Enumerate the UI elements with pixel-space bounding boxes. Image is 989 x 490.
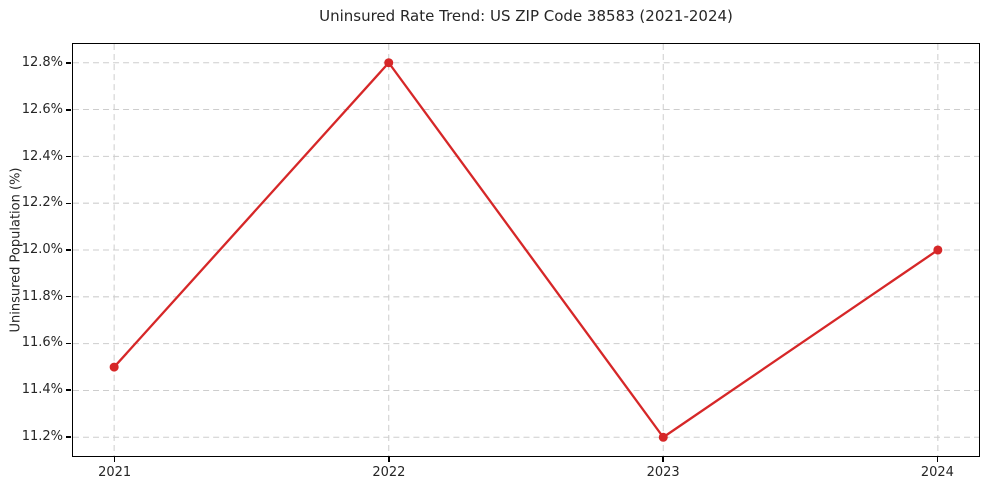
line-chart-svg [73, 44, 979, 456]
x-tick-mark [936, 457, 939, 462]
plot-area [72, 43, 980, 457]
data-point-marker [658, 432, 668, 442]
x-tick-label: 2024 [920, 465, 954, 480]
y-tick-mark [66, 342, 71, 345]
y-tick-mark [66, 436, 71, 438]
y-tick-mark [66, 295, 71, 298]
y-tick-label: 12.2% [21, 195, 63, 211]
y-tick-mark [66, 202, 71, 205]
x-tick-mark [662, 457, 664, 462]
data-point-marker [933, 245, 943, 255]
y-tick-mark [66, 155, 71, 158]
y-tick-label: 11.8% [21, 288, 63, 304]
trend-line [112, 61, 940, 439]
y-tick-label: 11.2% [21, 428, 63, 444]
y-tick-label: 12.8% [21, 55, 63, 71]
chart-title: Uninsured Rate Trend: US ZIP Code 38583 … [319, 7, 733, 25]
x-tick-label: 2021 [98, 465, 132, 480]
y-tick-mark [66, 389, 71, 391]
x-tick-label: 2022 [372, 465, 406, 480]
y-tick-label: 12.6% [21, 101, 63, 117]
x-tick-label: 2023 [646, 465, 680, 480]
y-tick-label: 12.4% [21, 148, 63, 164]
y-tick-label: 11.6% [21, 335, 63, 351]
data-point-marker [384, 58, 394, 68]
x-tick-mark [388, 457, 390, 462]
y-tick-mark [66, 249, 71, 251]
data-point-marker [109, 362, 119, 372]
y-tick-mark [66, 109, 71, 111]
y-tick-label: 12.0% [21, 242, 63, 257]
y-tick-mark [66, 62, 71, 64]
y-tick-label: 11.4% [21, 382, 63, 398]
x-tick-mark [113, 457, 116, 462]
